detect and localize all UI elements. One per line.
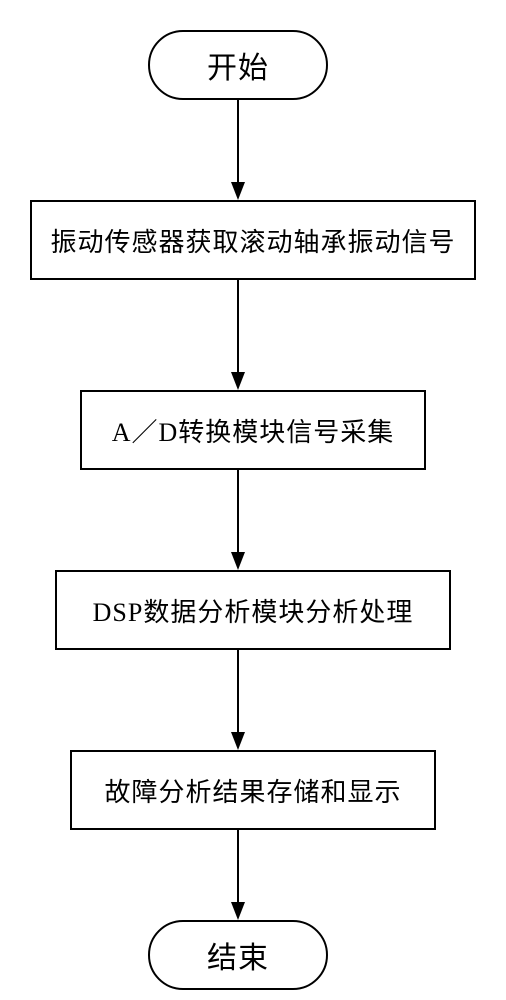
step2-node: A／D转换模块信号采集 — [80, 390, 426, 470]
end-node: 结束 — [148, 920, 328, 990]
flowchart-edges — [0, 0, 506, 1000]
step3-node: DSP数据分析模块分析处理 — [55, 570, 451, 650]
start-label: 开始 — [207, 43, 269, 87]
flowchart-canvas: 开始 振动传感器获取滚动轴承振动信号 A／D转换模块信号采集 DSP数据分析模块… — [0, 0, 506, 1000]
step3-label: DSP数据分析模块分析处理 — [93, 592, 414, 629]
step1-node: 振动传感器获取滚动轴承振动信号 — [30, 200, 476, 280]
step2-label: A／D转换模块信号采集 — [112, 412, 395, 449]
step1-label: 振动传感器获取滚动轴承振动信号 — [50, 222, 455, 259]
end-label: 结束 — [207, 933, 269, 977]
step4-label: 故障分析结果存储和显示 — [104, 772, 401, 809]
step4-node: 故障分析结果存储和显示 — [70, 750, 436, 830]
start-node: 开始 — [148, 30, 328, 100]
